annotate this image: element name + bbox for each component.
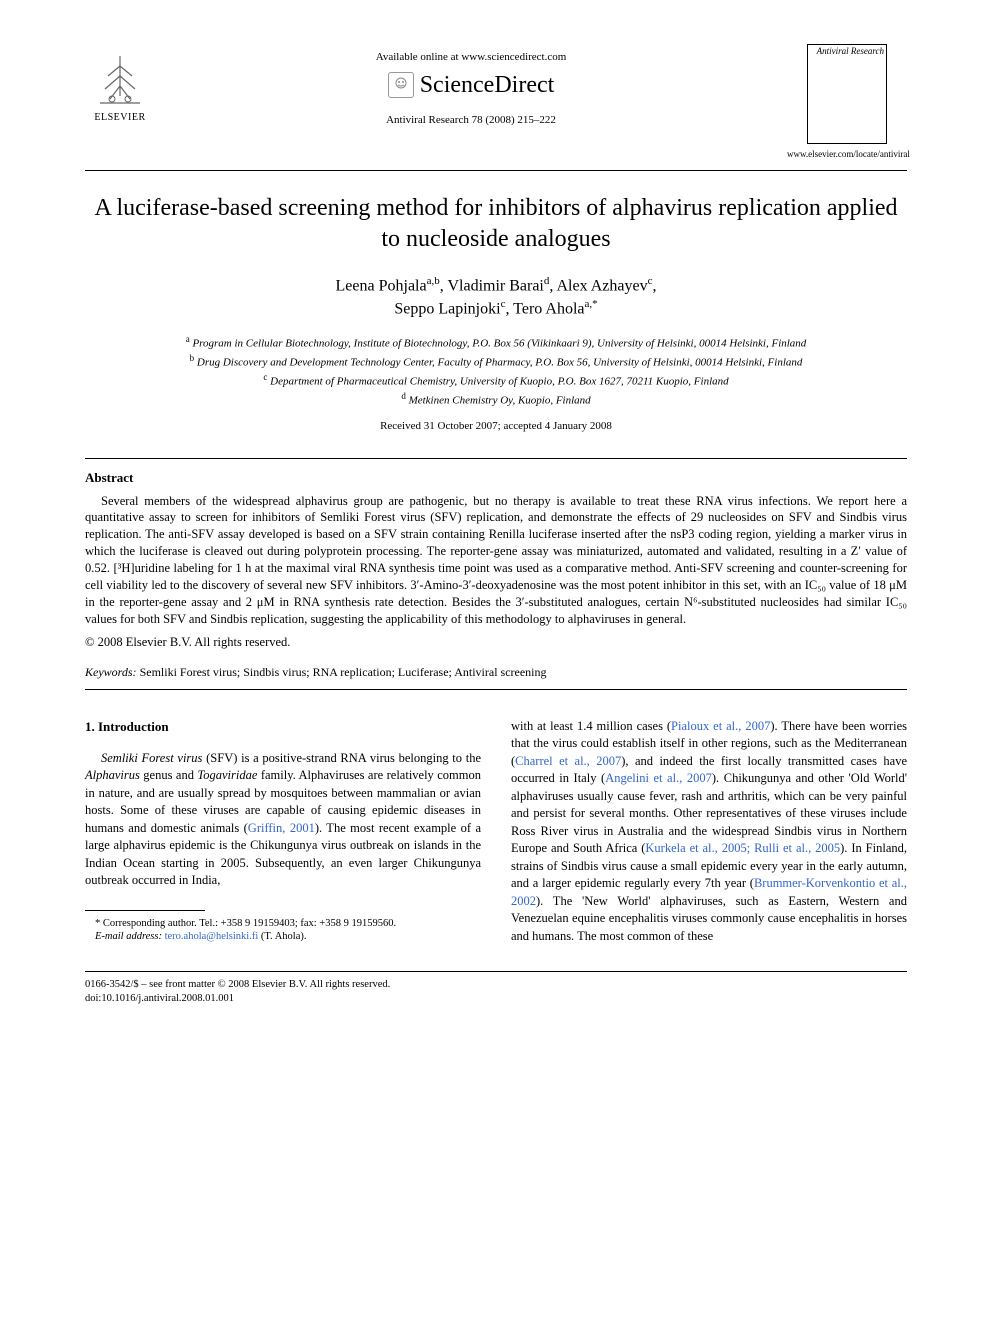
affil-c: Department of Pharmaceutical Chemistry, … bbox=[270, 376, 729, 388]
article-title: A luciferase-based screening method for … bbox=[85, 193, 907, 255]
author-1-affil: a,b bbox=[427, 275, 440, 287]
elsevier-tree-icon bbox=[90, 51, 150, 109]
available-online-text: Available online at www.sciencedirect.co… bbox=[155, 50, 787, 65]
body-col-left: 1. Introduction Semliki Forest virus (SF… bbox=[85, 718, 481, 946]
keywords-label: Keywords: bbox=[85, 665, 137, 679]
journal-reference: Antiviral Research 78 (2008) 215–222 bbox=[155, 113, 787, 128]
intro-heading: 1. Introduction bbox=[85, 718, 481, 736]
journal-cover-icon: Antiviral Research bbox=[807, 44, 887, 144]
elsevier-logo: ELSEVIER bbox=[85, 44, 155, 124]
ref-pialoux-2007[interactable]: Pialoux et al., 2007 bbox=[671, 719, 770, 733]
abstract-heading: Abstract bbox=[85, 469, 907, 487]
authors: Leena Pohjalaa,b, Vladimir Baraid, Alex … bbox=[85, 274, 907, 321]
author-sep: , Alex Azhayev bbox=[549, 277, 647, 294]
keywords-text: Semliki Forest virus; Sindbis virus; RNA… bbox=[137, 665, 547, 679]
footnote-email-label: E-mail address: bbox=[95, 931, 162, 942]
journal-logo-block: Antiviral Research www.elsevier.com/loca… bbox=[787, 44, 907, 160]
intro-term-togaviridae: Togaviridae bbox=[197, 768, 257, 782]
article-dates: Received 31 October 2007; accepted 4 Jan… bbox=[85, 419, 907, 434]
sciencedirect-text: ScienceDirect bbox=[420, 69, 555, 101]
intro-paragraph-1-cont: with at least 1.4 million cases (Pialoux… bbox=[511, 718, 907, 946]
body-columns: 1. Introduction Semliki Forest virus (SF… bbox=[85, 718, 907, 946]
footer-doi: doi:10.1016/j.antiviral.2008.01.001 bbox=[85, 992, 907, 1006]
affiliations: a Program in Cellular Biotechnology, Ins… bbox=[85, 333, 907, 409]
sciencedirect-icon bbox=[388, 72, 414, 98]
footnote-email-link[interactable]: tero.ahola@helsinki.fi bbox=[162, 931, 258, 942]
ref-kurkela-rulli-2005[interactable]: Kurkela et al., 2005; Rulli et al., 2005 bbox=[645, 841, 840, 855]
author-5-affil: a, bbox=[584, 298, 592, 310]
footnote-rule bbox=[85, 910, 205, 911]
intro-term-alphavirus: Alphavirus bbox=[85, 768, 140, 782]
journal-url[interactable]: www.elsevier.com/locate/antiviral bbox=[787, 148, 907, 160]
affil-d: Metkinen Chemistry Oy, Kuopio, Finland bbox=[409, 395, 591, 407]
header-center: Available online at www.sciencedirect.co… bbox=[155, 44, 787, 128]
author-sep: , Vladimir Barai bbox=[440, 277, 544, 294]
abstract-bottom-rule bbox=[85, 689, 907, 690]
keywords-row: Keywords: Semliki Forest virus; Sindbis … bbox=[85, 664, 907, 680]
affil-a: Program in Cellular Biotechnology, Insti… bbox=[192, 338, 806, 350]
abstract-top-rule bbox=[85, 458, 907, 459]
intro-term-sfv: Semliki Forest virus bbox=[101, 751, 202, 765]
body-col-right: with at least 1.4 million cases (Pialoux… bbox=[511, 718, 907, 946]
author-sep: , Tero Ahola bbox=[505, 301, 584, 318]
footnote-email-row: E-mail address: tero.ahola@helsinki.fi (… bbox=[85, 930, 481, 944]
author-1: Leena Pohjala bbox=[336, 277, 427, 294]
sciencedirect-row: ScienceDirect bbox=[155, 69, 787, 101]
intro-paragraph-1: Semliki Forest virus (SFV) is a positive… bbox=[85, 750, 481, 890]
abstract-text: Several members of the widespread alphav… bbox=[85, 493, 907, 628]
corresponding-star: * bbox=[592, 298, 598, 310]
ref-charrel-2007[interactable]: Charrel et al., 2007 bbox=[515, 754, 621, 768]
author-sep: , bbox=[652, 277, 656, 294]
affil-b: Drug Discovery and Development Technolog… bbox=[197, 357, 803, 369]
elsevier-label: ELSEVIER bbox=[94, 111, 145, 125]
journal-cover-title: Antiviral Research bbox=[817, 47, 884, 57]
header-rule bbox=[85, 170, 907, 171]
copyright: © 2008 Elsevier B.V. All rights reserved… bbox=[85, 634, 907, 651]
ref-griffin-2001[interactable]: Griffin, 2001 bbox=[248, 821, 315, 835]
footnote-corresponding: * Corresponding author. Tel.: +358 9 191… bbox=[85, 917, 481, 931]
footer-frontmatter: 0166-3542/$ – see front matter © 2008 El… bbox=[85, 978, 907, 992]
footer-rule bbox=[85, 971, 907, 972]
ref-angelini-2007[interactable]: Angelini et al., 2007 bbox=[605, 771, 712, 785]
author-4: Seppo Lapinjoki bbox=[394, 301, 500, 318]
header-row: ELSEVIER Available online at www.science… bbox=[85, 44, 907, 160]
footnote-email-name: (T. Ahola). bbox=[258, 931, 306, 942]
abstract-body: Several members of the widespread alphav… bbox=[85, 494, 907, 626]
